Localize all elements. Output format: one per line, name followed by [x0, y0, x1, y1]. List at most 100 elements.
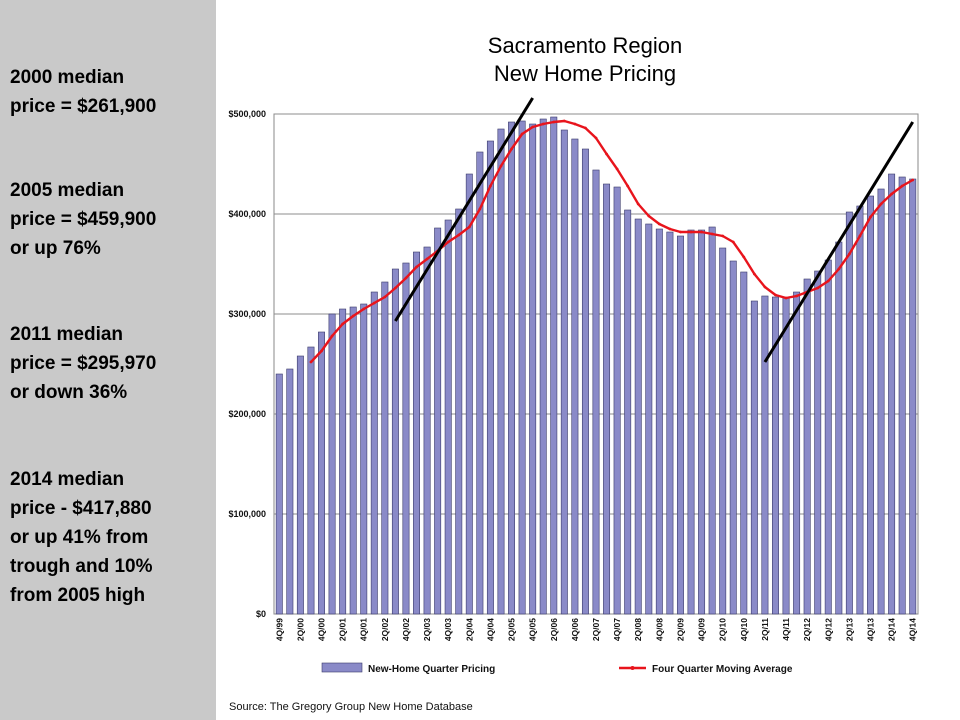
x-tick-label: 2Q/14	[887, 618, 897, 641]
moving-average-point	[636, 202, 640, 206]
moving-average-point	[351, 314, 355, 318]
price-bar	[772, 296, 779, 615]
moving-average-point	[541, 122, 545, 126]
trend-line	[394, 97, 534, 322]
price-bar	[518, 120, 526, 615]
moving-average-point	[826, 279, 830, 283]
moving-average-point	[446, 240, 450, 244]
x-tick-label: 4Q/08	[654, 618, 664, 641]
x-tick-label: 4Q/00	[317, 618, 327, 641]
price-bar	[888, 173, 896, 615]
price-bar	[539, 118, 547, 615]
moving-average-point	[858, 234, 862, 238]
price-bar	[465, 173, 473, 615]
price-bar	[729, 260, 737, 615]
x-tick-label: 2Q/00	[295, 618, 305, 641]
price-bar	[898, 176, 906, 615]
moving-average-point	[594, 136, 598, 140]
x-tick-label: 2Q/06	[549, 618, 559, 641]
moving-average-point	[900, 184, 904, 188]
moving-average-point	[847, 252, 851, 256]
price-bar	[560, 129, 568, 615]
moving-average-point	[404, 276, 408, 280]
moving-average-series	[309, 119, 915, 364]
y-tick-label: $0	[256, 609, 266, 619]
moving-average-point	[869, 215, 872, 219]
x-tick-label: 2Q/09	[675, 618, 685, 641]
x-tick-label: 4Q/06	[570, 618, 580, 641]
price-bar	[835, 241, 843, 615]
price-bar	[814, 270, 822, 615]
x-axis-labels: 4Q/99 2Q/00 4Q/00 2Q/01 4Q/01 2Q/02 4Q/02 2Q/03…	[274, 618, 917, 641]
price-bar	[750, 300, 758, 615]
moving-average-point	[415, 265, 418, 269]
x-tick-label: 4Q/04	[485, 618, 495, 641]
stat-2014: 2014 median price - $417,880 or up 41% f…	[10, 469, 153, 606]
moving-average-point	[679, 230, 682, 234]
price-bar	[318, 331, 325, 615]
moving-average-point	[520, 132, 524, 136]
x-tick-label: 2Q/01	[338, 618, 348, 641]
price-bar	[698, 229, 706, 615]
x-tick-label: 2Q/03	[422, 618, 432, 641]
price-bar	[634, 218, 642, 615]
x-tick-label: 2Q/08	[633, 618, 643, 641]
bar-series	[275, 116, 917, 615]
legend-label-line: Four Quarter Moving Average	[652, 664, 793, 675]
x-tick-label: 4Q/13	[865, 618, 875, 641]
legend-label-bars: New-Home Quarter Pricing	[368, 664, 495, 675]
price-bar	[370, 291, 378, 615]
moving-average-point	[330, 334, 334, 338]
moving-average-point	[362, 307, 366, 311]
trend-line	[763, 121, 914, 363]
price-bar	[655, 228, 663, 615]
x-tick-label: 4Q/12	[823, 618, 833, 641]
moving-average-point	[478, 207, 482, 211]
moving-average-point	[341, 322, 345, 326]
price-bar	[444, 219, 452, 615]
price-bar	[486, 140, 494, 615]
moving-average-point	[742, 255, 746, 259]
price-bar	[476, 151, 484, 615]
y-tick-label: $100,000	[228, 509, 266, 519]
price-bar	[307, 346, 315, 615]
x-tick-label: 4Q/07	[612, 618, 622, 641]
moving-average-point	[816, 286, 820, 290]
x-tick-label: 4Q/14	[908, 618, 918, 641]
price-bar	[592, 169, 600, 615]
moving-average-point	[615, 167, 619, 171]
price-bar	[413, 251, 420, 615]
moving-average-point	[668, 227, 672, 231]
stat-2005: 2005 median price = $459,900 or up 76%	[10, 180, 157, 259]
moving-average-point	[309, 360, 313, 364]
source-note: Source: The Gregory Group New Home Datab…	[229, 701, 473, 713]
price-bar	[275, 373, 283, 615]
moving-average-point	[689, 230, 693, 234]
moving-average-point	[752, 272, 756, 276]
price-bar	[909, 178, 917, 615]
moving-average-point	[626, 184, 630, 188]
price-bar	[296, 355, 304, 615]
y-tick-label: $300,000	[228, 309, 266, 319]
trend-lines	[394, 97, 914, 363]
price-bar	[645, 223, 653, 615]
moving-average-point	[890, 192, 894, 196]
price-bar	[666, 231, 674, 615]
moving-average-point	[573, 122, 577, 126]
moving-average-point	[721, 234, 725, 238]
x-tick-label: 2Q/04	[464, 618, 474, 641]
price-bar	[328, 313, 336, 615]
price-bar	[339, 308, 347, 615]
moving-average-point	[731, 240, 735, 244]
price-chart: $0 $100,000 $200,000 $300,000 $400,000 $500,0…	[228, 97, 919, 675]
x-tick-label: 2Q/12	[802, 618, 812, 641]
y-tick-label: $400,000	[228, 209, 266, 219]
moving-average-point	[784, 296, 788, 300]
price-bar	[391, 268, 399, 615]
moving-average-point	[911, 178, 915, 182]
price-bar	[286, 368, 294, 615]
price-bar	[676, 235, 684, 615]
price-bar	[624, 209, 632, 615]
legend-line-marker	[630, 666, 635, 670]
price-bar	[824, 259, 832, 615]
